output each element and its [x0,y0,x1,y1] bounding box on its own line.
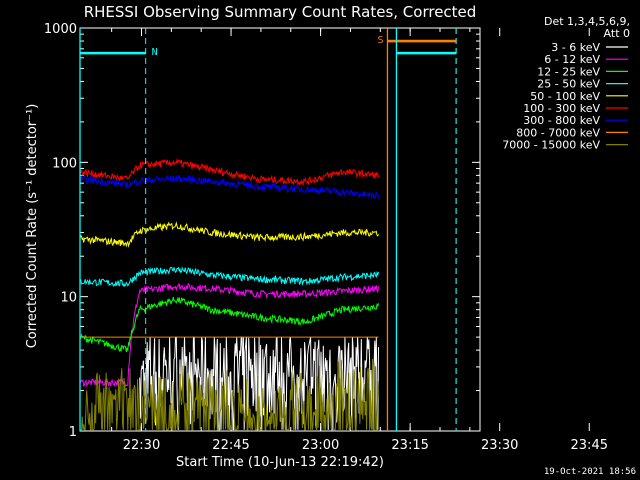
legend-label: 7000 - 15000 keV [502,139,600,152]
y-axis-label: Corrected Count Rate (s⁻¹ detector⁻¹) [25,104,40,349]
flag-label: S [377,35,383,46]
footer-date: 19-Oct-2021 18:56 [544,467,636,477]
y-tick-label: 1000 [44,22,77,37]
series-line-50-100-kev [79,221,379,248]
legend-label: 12 - 25 keV [537,65,600,78]
legend-header-line-2: Att 0 [604,27,630,40]
x-tick-label: 23:15 [391,438,428,453]
series-line-100-300-kev [79,157,379,187]
flag-label: N [152,47,158,58]
legend-label: 3 - 6 keV [551,41,600,54]
y-tick-label: 10 [60,291,77,306]
y-tick-label: 100 [52,156,77,171]
x-tick-label: 23:00 [302,438,339,453]
legend-label: 300 - 800 keV [523,114,600,127]
plot-area: 1 10 100 1000 22:30 22:45 23:00 23:15 23:30 23:45… [44,22,608,453]
legend-label: 800 - 7000 keV [516,126,600,139]
legend-label: 25 - 50 keV [537,78,600,91]
x-tick-label: 23:30 [481,438,518,453]
x-axis-label: Start Time (10-Jun-13 22:19:42) [176,455,384,470]
legend-header-line-1: Det 1,3,4,5,6,9, [544,15,630,28]
series-line-300-800-kev [79,174,379,201]
y-tick-label: 1 [69,425,77,440]
x-tick-label: 22:45 [212,438,249,453]
series-line-6-12-kev [79,282,379,388]
legend-label: 6 - 12 keV [544,53,600,66]
series-line-25-50-kev [79,266,379,288]
x-tick-label: 23:45 [571,438,608,453]
legend-label: 100 - 300 keV [523,102,600,115]
series-line-12-25-kev [79,296,379,353]
series-line-7000-15000-kev [80,358,379,431]
x-tick-label: 22:30 [123,438,160,453]
legend-label: 50 - 100 keV [530,90,600,103]
chart-title: RHESSI Observing Summary Count Rates, Co… [84,3,477,21]
